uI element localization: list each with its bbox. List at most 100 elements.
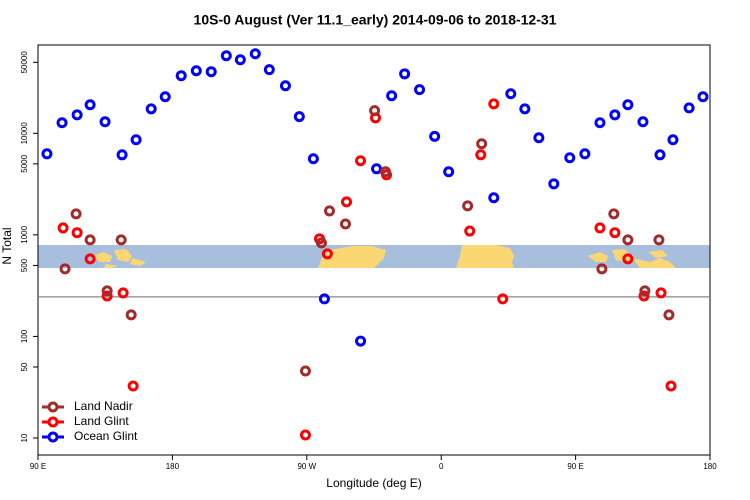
data-point xyxy=(429,130,441,142)
data-point xyxy=(596,263,608,275)
x-axis-label: Longitude (deg E) xyxy=(326,476,421,490)
data-point xyxy=(116,149,128,161)
data-point xyxy=(637,116,649,128)
x-tick-label: 0 xyxy=(439,462,444,471)
x-tick-label: 90 W xyxy=(297,462,316,471)
data-point xyxy=(279,80,291,92)
data-point xyxy=(579,148,591,160)
plot-frame xyxy=(37,44,711,456)
data-point xyxy=(299,429,311,441)
data-point xyxy=(205,66,217,78)
data-point xyxy=(315,237,327,249)
data-point xyxy=(71,227,83,239)
legend-label: Ocean Glint xyxy=(74,429,138,443)
data-point xyxy=(564,152,576,164)
data-point xyxy=(220,50,232,62)
data-point xyxy=(475,149,487,161)
data-point xyxy=(355,155,367,167)
data-point xyxy=(41,148,53,160)
data-point xyxy=(339,218,351,230)
y-tick-label: 10000 xyxy=(20,122,29,145)
data-point xyxy=(379,166,391,178)
data-point xyxy=(117,287,129,299)
data-point xyxy=(115,234,127,246)
data-point xyxy=(638,290,650,302)
y-tick-label: 500 xyxy=(20,258,29,272)
data-point xyxy=(476,138,488,150)
data-point xyxy=(130,134,142,146)
data-point xyxy=(386,90,398,102)
data-point xyxy=(655,287,667,299)
y-tick-label: 100 xyxy=(20,329,29,343)
legend-label: Land Glint xyxy=(74,414,129,428)
data-point xyxy=(127,380,139,392)
data-point xyxy=(101,285,113,297)
y-tick-label: 50 xyxy=(20,362,29,371)
data-point xyxy=(667,134,679,146)
data-point xyxy=(622,253,634,265)
data-point xyxy=(609,109,621,121)
y-axis-label: N Total xyxy=(0,227,14,264)
data-point xyxy=(414,84,426,96)
data-point xyxy=(369,105,381,117)
data-point xyxy=(84,99,96,111)
data-point xyxy=(57,222,69,234)
legend-label: Land Nadir xyxy=(74,399,133,413)
data-point xyxy=(488,98,500,110)
data-point xyxy=(234,54,246,66)
y-tick-label: 1000 xyxy=(20,225,29,243)
data-point xyxy=(190,65,202,77)
data-point xyxy=(462,200,474,212)
data-point xyxy=(323,205,335,217)
data-point xyxy=(318,293,330,305)
x-tick-label: 90 E xyxy=(30,462,46,471)
data-point xyxy=(59,263,71,275)
data-point xyxy=(293,111,305,123)
y-tick-label: 50000 xyxy=(20,51,29,74)
data-point xyxy=(653,234,665,246)
data-point xyxy=(622,234,634,246)
data-point xyxy=(84,253,96,265)
data-point xyxy=(299,365,311,377)
data-point xyxy=(101,290,113,302)
data-point xyxy=(497,293,509,305)
data-point xyxy=(594,117,606,129)
data-point xyxy=(307,153,319,165)
data-point xyxy=(159,91,171,103)
x-tick-label: 180 xyxy=(703,462,717,471)
data-point xyxy=(533,132,545,144)
data-point xyxy=(654,149,666,161)
y-tick-label: 5000 xyxy=(20,154,29,172)
x-tick-label: 90 E xyxy=(567,462,583,471)
data-point xyxy=(56,117,68,129)
data-point xyxy=(548,178,560,190)
data-point xyxy=(263,64,275,76)
data-point xyxy=(683,102,695,114)
data-point xyxy=(249,48,261,60)
x-tick-label: 180 xyxy=(166,462,180,471)
data-point xyxy=(371,163,383,175)
data-point xyxy=(608,208,620,220)
data-point xyxy=(519,103,531,115)
data-point xyxy=(145,103,157,115)
data-point xyxy=(99,116,111,128)
data-point xyxy=(665,380,677,392)
data-point xyxy=(125,309,137,321)
data-point xyxy=(609,227,621,239)
data-point xyxy=(341,196,353,208)
chart-title: 10S-0 August (Ver 11.1_early) 2014-09-06… xyxy=(194,12,557,28)
data-point xyxy=(399,68,411,80)
data-point xyxy=(594,222,606,234)
data-point xyxy=(175,70,187,82)
y-tick-label: 10 xyxy=(20,433,29,442)
data-point xyxy=(355,335,367,347)
data-point xyxy=(663,309,675,321)
data-point xyxy=(443,166,455,178)
map-strip xyxy=(38,245,710,268)
data-point xyxy=(71,109,83,121)
data-point xyxy=(622,99,634,111)
data-point xyxy=(639,285,651,297)
data-point xyxy=(464,225,476,237)
data-point xyxy=(505,88,517,100)
